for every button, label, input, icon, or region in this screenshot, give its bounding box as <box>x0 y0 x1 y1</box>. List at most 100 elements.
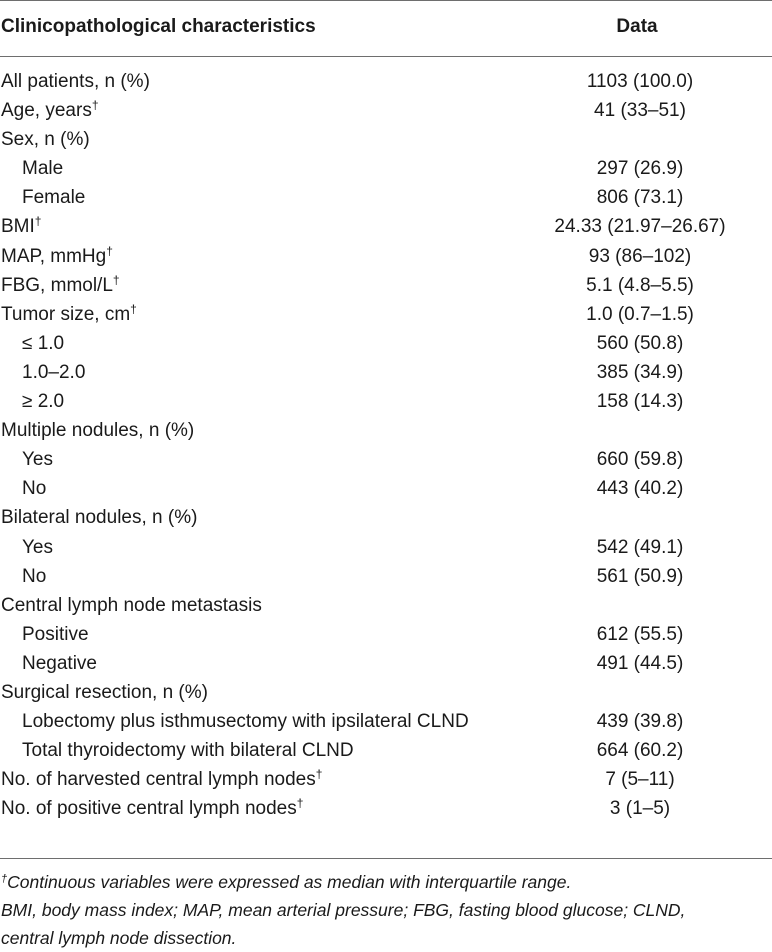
row-value: 439 (39.8) <box>596 711 684 733</box>
table-row: No 561 (50.9) <box>0 566 772 595</box>
row-label: Female <box>22 187 85 209</box>
dagger-mark: † <box>315 767 323 782</box>
row-label-text: Age, years <box>1 100 92 122</box>
header-rule <box>0 56 772 57</box>
row-label-text: Positive <box>22 623 89 645</box>
row-value: 612 (55.5) <box>596 623 684 645</box>
dagger-mark: † <box>91 98 99 113</box>
row-label: All patients, n (%) <box>1 71 150 93</box>
dagger-mark: † <box>1 873 8 885</box>
row-label-text: MAP, mmHg <box>1 245 107 267</box>
table-row: Central lymph node metastasis <box>0 595 772 624</box>
table-row: Total thyroidectomy with bilateral CLND 6… <box>0 740 772 769</box>
row-label-text: Yes <box>22 449 53 471</box>
row-label: MAP, mmHg† <box>1 243 113 268</box>
row-label: No <box>22 566 46 588</box>
table-row: No. of positive central lymph nodes† 3 (1… <box>0 796 772 827</box>
row-label-text: ≤ 1.0 <box>22 332 65 354</box>
row-label-text: Tumor size, cm <box>1 303 131 325</box>
row-label: No <box>22 478 46 500</box>
table-row: All patients, n (%) 1103 (100.0) <box>0 71 772 100</box>
dagger-mark: † <box>34 214 42 229</box>
row-value: 561 (50.9) <box>596 565 684 587</box>
row-label-text: Female <box>22 187 86 209</box>
row-label-text: Negative <box>22 652 97 674</box>
table-row: Negative 491 (44.5) <box>0 653 772 682</box>
row-label-text: Male <box>22 158 64 180</box>
footnote-line-3: central lymph node dissection. <box>1 928 237 948</box>
table-footnotes: †Continuous variables were expressed as … <box>1 868 771 952</box>
row-value: 560 (50.8) <box>596 332 684 354</box>
table-row: Positive 612 (55.5) <box>0 624 772 653</box>
table-row: Yes 660 (59.8) <box>0 449 772 478</box>
dagger-mark: † <box>112 272 120 287</box>
table-row: Surgical resection, n (%) <box>0 682 772 711</box>
row-label: Central lymph node metastasis <box>1 595 262 617</box>
row-label-text: Yes <box>22 536 53 558</box>
footnote-dagger: †Continuous variables were expressed as … <box>1 868 771 896</box>
dagger-mark: † <box>296 796 304 811</box>
row-label: Yes <box>22 449 53 471</box>
row-label-text: Sex, n (%) <box>1 129 90 151</box>
table-row: Yes 542 (49.1) <box>0 537 772 566</box>
table-body: All patients, n (%) 1103 (100.0) Age, year… <box>0 71 772 827</box>
row-label: Male <box>22 158 63 180</box>
row-label: ≤ 1.0 <box>22 333 64 355</box>
row-label: Total thyroidectomy with bilateral CLND <box>22 740 354 762</box>
row-label: Positive <box>22 624 89 646</box>
row-label: No. of positive central lymph nodes† <box>1 796 304 820</box>
row-label: 1.0–2.0 <box>22 362 85 384</box>
table-row: ≤ 1.0 560 (50.8) <box>0 333 772 362</box>
dagger-mark: † <box>106 243 113 258</box>
table-row: Tumor size, cm† 1.0 (0.7–1.5) <box>0 301 772 333</box>
row-label-text: Bilateral nodules, n (%) <box>1 507 198 529</box>
header-data: Data <box>616 16 658 37</box>
row-label-text: BMI <box>1 216 35 238</box>
row-label: Surgical resection, n (%) <box>1 682 208 704</box>
row-label-text: No. of positive central lymph nodes <box>1 798 297 820</box>
dagger-mark: † <box>130 301 137 316</box>
table-row: Sex, n (%) <box>0 129 772 158</box>
table-row: Multiple nodules, n (%) <box>0 420 772 449</box>
table-row: ≥ 2.0 158 (14.3) <box>0 391 772 420</box>
row-label-text: No <box>22 478 47 500</box>
footnote-line-2: BMI, body mass index; MAP, mean arterial… <box>1 900 686 920</box>
table-row: FBG, mmol/L† 5.1 (4.8–5.5) <box>0 272 772 304</box>
row-value: 443 (40.2) <box>596 478 684 500</box>
row-label-text: No. of harvested central lymph nodes <box>1 769 316 791</box>
row-label-text: No <box>22 565 47 587</box>
table-row: BMI† 24.33 (21.97–26.67) <box>0 214 772 245</box>
row-value: 297 (26.9) <box>596 158 684 180</box>
row-label-text: Total thyroidectomy with bilateral CLND <box>22 740 354 762</box>
row-value: 158 (14.3) <box>596 391 684 413</box>
row-label: BMI† <box>1 214 42 238</box>
footnote-line-1: Continuous variables were expressed as m… <box>7 872 572 892</box>
row-value: 385 (34.9) <box>596 361 684 383</box>
row-label-text: All patients, n (%) <box>1 71 150 92</box>
table-row: MAP, mmHg† 93 (86–102) <box>0 243 772 275</box>
table-row: Female 806 (73.1) <box>0 187 772 216</box>
table-row: No. of harvested central lymph nodes† 7 (… <box>0 767 772 798</box>
row-value: 1103 (100.0) <box>586 71 694 92</box>
row-value: 491 (44.5) <box>596 652 684 674</box>
table-header: Clinicopathological characteristics Data <box>0 0 772 56</box>
table-row: Male 297 (26.9) <box>0 158 772 187</box>
row-label-text: Lobectomy plus isthmusectomy with ipsila… <box>22 711 469 733</box>
table-row: 1.0–2.0 385 (34.9) <box>0 362 772 391</box>
row-label-text: ≥ 2.0 <box>22 391 65 413</box>
row-label: Yes <box>22 537 53 559</box>
header-characteristics: Clinicopathological characteristics <box>1 16 316 37</box>
row-value: 7 (5–11) <box>605 769 675 791</box>
row-label: Negative <box>22 653 97 675</box>
row-value: 5.1 (4.8–5.5) <box>586 274 694 296</box>
row-value: 24.33 (21.97–26.67) <box>554 216 726 238</box>
row-value: 3 (1–5) <box>609 798 671 820</box>
row-value: 93 (86–102) <box>588 245 692 267</box>
table-row: Bilateral nodules, n (%) <box>0 507 772 536</box>
row-label-text: 1.0–2.0 <box>22 361 86 383</box>
table-row: Age, years† 41 (33–51) <box>0 98 772 129</box>
row-label: Bilateral nodules, n (%) <box>1 507 197 529</box>
row-value: 542 (49.1) <box>596 536 684 558</box>
table-row: No 443 (40.2) <box>0 478 772 507</box>
